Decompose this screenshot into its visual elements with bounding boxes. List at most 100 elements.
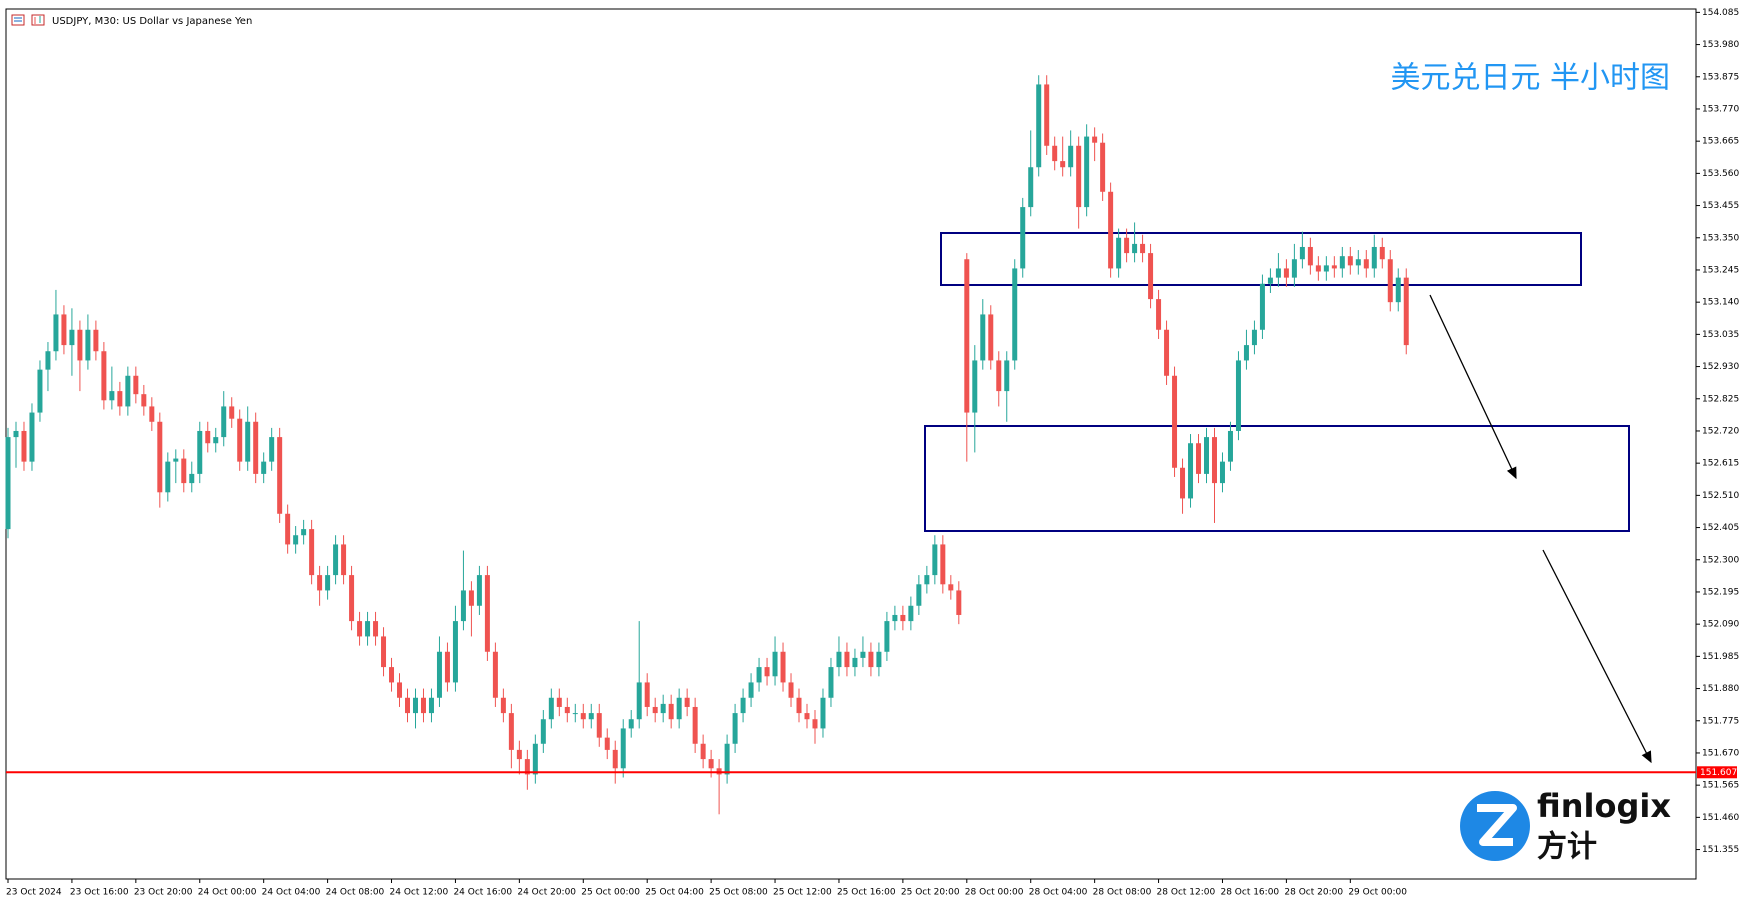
candle-body xyxy=(1092,136,1098,143)
candle-body xyxy=(1355,259,1361,266)
candle-body xyxy=(357,621,363,637)
x-tick-label: 25 Oct 16:00 xyxy=(837,888,896,898)
candle-body xyxy=(1188,443,1194,499)
candles xyxy=(5,75,1409,815)
candle-body xyxy=(173,458,179,462)
candle-body xyxy=(740,697,746,714)
y-tick-label: 152.720 xyxy=(1702,426,1739,436)
y-tick-label: 153.035 xyxy=(1702,330,1739,340)
y-tick-label: 153.770 xyxy=(1702,104,1739,114)
candle-body xyxy=(436,651,442,698)
header-text: USDJPY, M30: US Dollar vs Japanese Yen xyxy=(52,16,252,27)
candle-body xyxy=(125,375,131,407)
x-tick-label: 29 Oct 00:00 xyxy=(1348,888,1407,898)
x-tick-label: 28 Oct 20:00 xyxy=(1284,888,1343,898)
candle-body xyxy=(189,473,195,484)
candle-body xyxy=(213,437,219,444)
candle-body xyxy=(1164,329,1170,376)
candle-body xyxy=(1307,246,1313,266)
candle-body xyxy=(1275,268,1281,278)
y-tick-label: 153.560 xyxy=(1702,169,1739,179)
candle-body xyxy=(732,713,738,744)
candle-body xyxy=(596,713,602,738)
y-tick-label: 152.405 xyxy=(1702,523,1739,533)
candle-body xyxy=(788,682,794,698)
candle-body xyxy=(317,575,323,591)
candle-body xyxy=(1108,191,1114,269)
candle-body xyxy=(405,697,410,714)
candle-body xyxy=(908,605,914,622)
candle-body xyxy=(1339,256,1345,269)
candle-body xyxy=(452,621,458,683)
candle-body xyxy=(1387,259,1393,303)
candle-body xyxy=(53,314,59,352)
candle-body xyxy=(1124,237,1130,254)
candle-body xyxy=(341,544,347,576)
candle-body xyxy=(397,682,403,698)
candle-body xyxy=(21,430,27,462)
candle-body xyxy=(1204,437,1209,474)
candle-body xyxy=(365,621,371,637)
candle-body xyxy=(1395,277,1401,303)
candle-body xyxy=(940,544,946,585)
candle-body xyxy=(508,713,514,750)
candle-body xyxy=(932,544,938,576)
candle-body xyxy=(1068,145,1074,168)
x-tick-label: 24 Oct 16:00 xyxy=(453,888,512,898)
candle-body xyxy=(1012,268,1018,361)
candle-body xyxy=(892,614,898,622)
candle-body xyxy=(876,651,882,668)
candle-body xyxy=(644,682,650,707)
candle-body xyxy=(5,437,11,530)
candle-body xyxy=(221,406,227,438)
candle-body xyxy=(1036,84,1042,168)
level-label: 151.607 xyxy=(1700,768,1737,778)
candle-body xyxy=(724,743,730,775)
x-tick-label: 25 Oct 08:00 xyxy=(709,888,768,898)
candle-body xyxy=(1100,142,1106,192)
candle-body xyxy=(1156,299,1162,330)
candle-body xyxy=(349,575,355,622)
candle-body xyxy=(684,697,690,707)
candle-body xyxy=(1323,265,1329,272)
candle-body xyxy=(748,682,754,698)
candle-body xyxy=(1028,167,1034,208)
candle-body xyxy=(500,697,506,714)
support-zone xyxy=(924,425,1630,532)
candle-body xyxy=(1140,243,1146,254)
y-tick-label: 152.195 xyxy=(1702,587,1739,597)
chart-title: 美元兑日元 半小时图 xyxy=(1390,61,1670,96)
candle-body xyxy=(1060,161,1066,168)
y-tick-label: 153.455 xyxy=(1702,201,1739,211)
candle-body xyxy=(109,391,115,401)
candle-body xyxy=(181,458,187,484)
logo-sub: 方计 xyxy=(1537,830,1597,865)
candle-body xyxy=(1363,259,1369,269)
x-tick-label: 24 Oct 04:00 xyxy=(262,888,321,898)
y-tick-label: 151.670 xyxy=(1702,748,1739,758)
candle-body xyxy=(988,314,994,361)
candle-body xyxy=(293,535,299,545)
candle-body xyxy=(884,621,890,652)
y-tick-label: 154.085 xyxy=(1702,8,1739,18)
candle-body xyxy=(1379,246,1385,260)
y-tick-label: 152.300 xyxy=(1702,555,1739,565)
candle-body xyxy=(1219,461,1225,484)
candle-body xyxy=(772,651,778,677)
candle-body xyxy=(484,575,490,652)
header-icon xyxy=(11,14,45,26)
candle-body xyxy=(1084,136,1090,208)
candle-body xyxy=(1227,430,1233,462)
y-tick-label: 151.565 xyxy=(1702,781,1739,791)
candle-body xyxy=(277,437,283,514)
candle-body xyxy=(29,412,35,462)
candle-body xyxy=(900,614,906,622)
x-tick-label: 23 Oct 16:00 xyxy=(70,888,129,898)
candle-body xyxy=(652,706,658,714)
candle-body xyxy=(916,584,922,606)
y-tick-label: 151.880 xyxy=(1702,684,1739,694)
candle-body xyxy=(636,682,642,720)
candle-body xyxy=(309,529,315,576)
